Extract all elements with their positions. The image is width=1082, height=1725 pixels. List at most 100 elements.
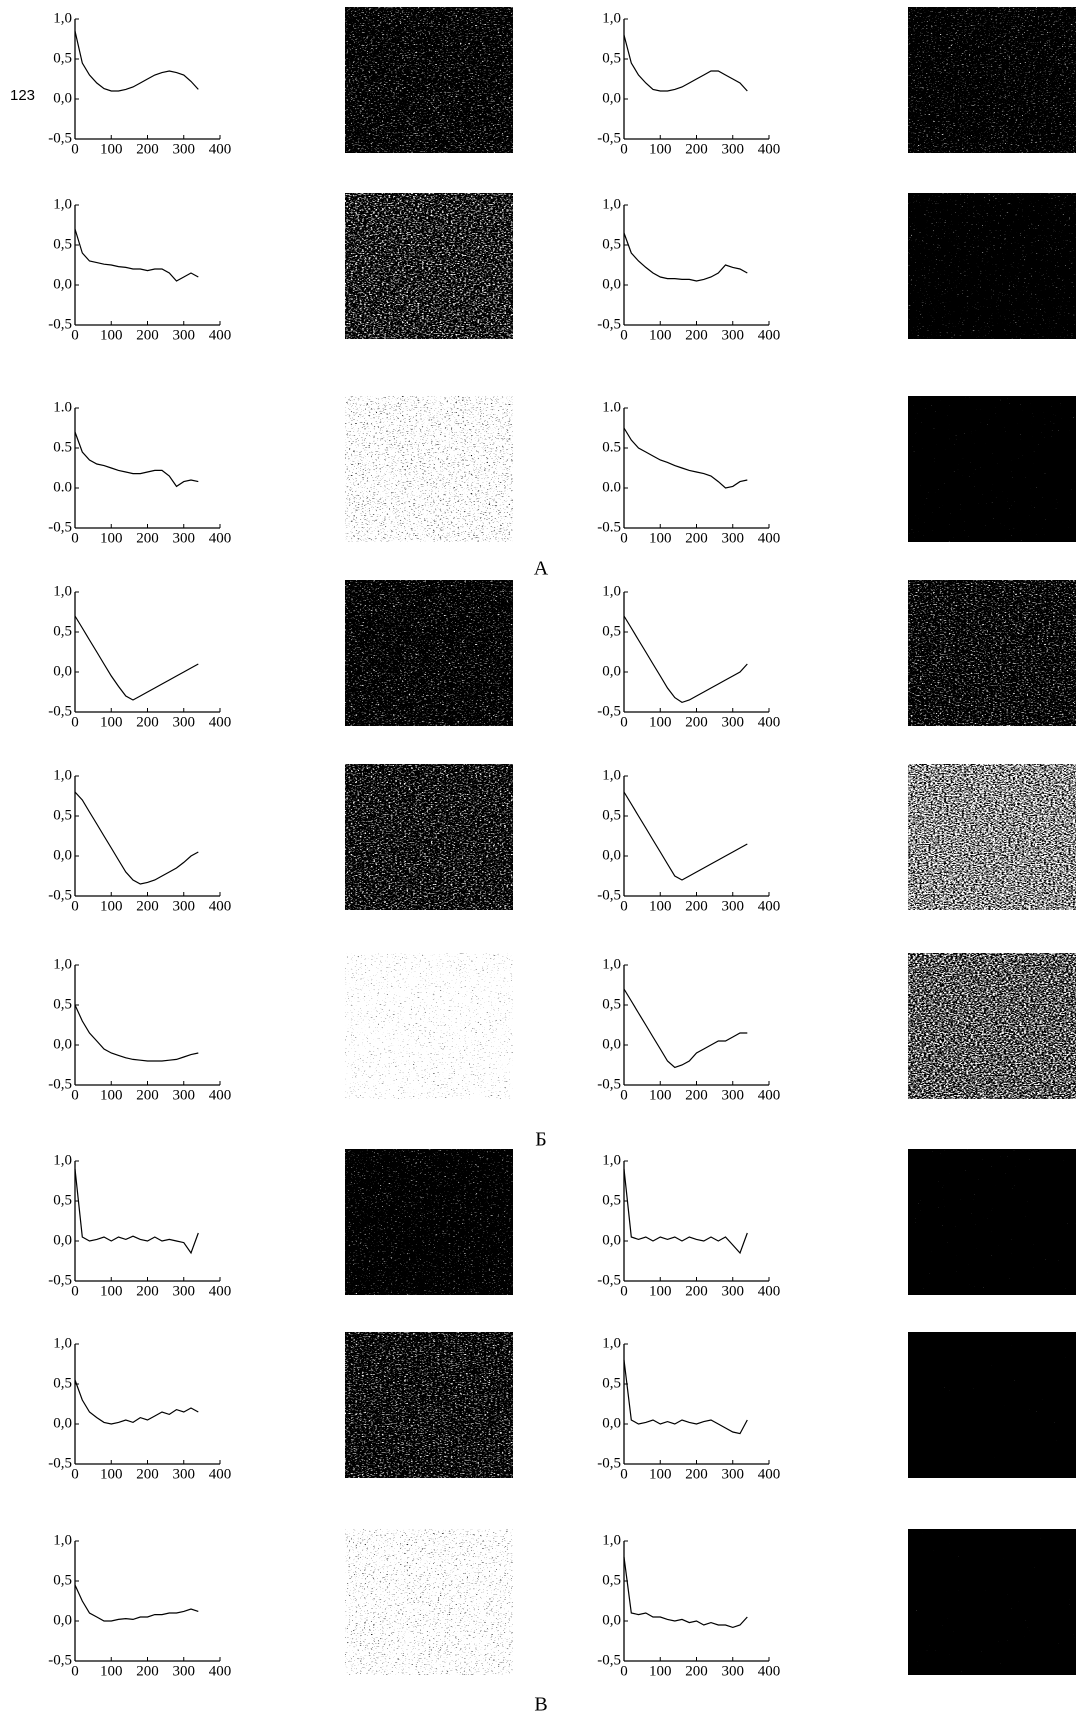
y-tick-label: -0,5 — [48, 519, 72, 535]
y-tick-label: -0,5 — [597, 1076, 621, 1092]
y-tick-label: 0.5 — [53, 439, 72, 455]
texture-highlight — [908, 764, 1076, 910]
y-tick-label: 1,0 — [53, 1152, 72, 1168]
y-tick-label: 0,0 — [53, 1612, 72, 1628]
x-tick-label: 300 — [722, 530, 745, 546]
y-tick-label: 0,0 — [602, 276, 621, 292]
x-tick-label: 200 — [685, 1663, 708, 1679]
y-tick-label: 0,5 — [602, 807, 621, 823]
data-line — [74, 791, 199, 885]
data-line — [623, 34, 748, 92]
x-tick-label: 200 — [136, 1283, 159, 1299]
y-tick-label: 0,0 — [53, 1232, 72, 1248]
y-tick-label: -0,5 — [597, 887, 621, 903]
x-tick-label: 0 — [71, 1466, 79, 1482]
x-tick-label: 200 — [136, 327, 159, 343]
y-tick-label: 1,0 — [53, 196, 72, 212]
x-tick-label: 400 — [758, 1466, 781, 1482]
texture-highlight — [345, 764, 513, 910]
x-tick-label: 400 — [758, 1283, 781, 1299]
y-tick-label: 0,5 — [53, 996, 72, 1012]
x-tick-label: 200 — [685, 141, 708, 157]
x-tick-label: 200 — [685, 530, 708, 546]
y-tick-label: 0,5 — [602, 623, 621, 639]
x-tick-label: 300 — [173, 1283, 196, 1299]
x-tick-label: 0 — [71, 898, 79, 914]
y-tick-label: 0,0 — [53, 276, 72, 292]
y-tick-label: 1,0 — [602, 10, 621, 26]
data-line — [74, 1004, 199, 1062]
y-tick-label: 1,0 — [602, 196, 621, 212]
x-tick-label: 300 — [722, 327, 745, 343]
y-tick-label: -0,5 — [597, 1652, 621, 1668]
x-tick-label: 300 — [722, 898, 745, 914]
data-line — [74, 1379, 199, 1425]
x-tick-label: 400 — [758, 1087, 781, 1103]
x-tick-label: 100 — [649, 141, 672, 157]
x-tick-label: 0 — [620, 1663, 628, 1679]
y-tick-label: -0,5 — [597, 1455, 621, 1471]
x-tick-label: 400 — [758, 898, 781, 914]
section-label: А — [534, 558, 549, 580]
x-tick-label: 100 — [649, 1283, 672, 1299]
y-tick-label: -0,5 — [48, 1076, 72, 1092]
y-tick-label: -0,5 — [597, 1272, 621, 1288]
data-line — [623, 1556, 748, 1629]
x-tick-label: 100 — [649, 327, 672, 343]
x-tick-label: 200 — [136, 714, 159, 730]
x-tick-label: 0 — [620, 1466, 628, 1482]
texture-highlight — [908, 1149, 1076, 1295]
y-tick-label: 0,0 — [602, 90, 621, 106]
y-tick-label: -0,5 — [48, 316, 72, 332]
x-tick-label: 0 — [71, 530, 79, 546]
x-tick-label: 200 — [136, 141, 159, 157]
x-tick-label: 0 — [620, 1283, 628, 1299]
y-tick-label: -0,5 — [48, 1272, 72, 1288]
y-tick-label: -0,5 — [48, 1455, 72, 1471]
texture-highlight — [345, 396, 513, 542]
texture-highlight — [908, 1332, 1076, 1478]
texture-highlight — [345, 580, 513, 726]
y-tick-label: 0,5 — [53, 623, 72, 639]
y-tick-label: 1,0 — [53, 956, 72, 972]
x-tick-label: 100 — [100, 141, 123, 157]
x-tick-label: 200 — [685, 327, 708, 343]
x-tick-label: 100 — [100, 714, 123, 730]
x-tick-label: 200 — [136, 530, 159, 546]
data-line — [623, 232, 748, 282]
y-tick-label: 0,5 — [602, 1192, 621, 1208]
y-tick-label: 1,0 — [53, 583, 72, 599]
x-tick-label: 200 — [685, 1087, 708, 1103]
data-line — [74, 1584, 199, 1622]
y-tick-label: 0,5 — [53, 1572, 72, 1588]
x-tick-label: 300 — [173, 714, 196, 730]
x-tick-label: 0 — [620, 327, 628, 343]
data-line — [623, 988, 748, 1069]
y-tick-label: 0,0 — [602, 1232, 621, 1248]
texture-highlight — [908, 580, 1076, 726]
y-tick-label: 1,0 — [602, 956, 621, 972]
x-tick-label: 300 — [722, 1466, 745, 1482]
y-tick-label: -0,5 — [597, 703, 621, 719]
x-tick-label: 200 — [136, 1087, 159, 1103]
texture-highlight — [345, 7, 513, 153]
x-tick-label: 400 — [758, 327, 781, 343]
x-tick-label: 0 — [620, 714, 628, 730]
y-tick-label: 0,5 — [53, 50, 72, 66]
page-number: 123 — [10, 87, 35, 104]
x-tick-label: 100 — [100, 1087, 123, 1103]
y-tick-label: 0,0 — [53, 1415, 72, 1431]
y-tick-label: 1,0 — [602, 767, 621, 783]
x-tick-label: 300 — [722, 141, 745, 157]
y-tick-label: 0,5 — [602, 236, 621, 252]
y-tick-label: 0,5 — [53, 1375, 72, 1391]
x-tick-label: 400 — [209, 530, 232, 546]
y-tick-label: 1,0 — [602, 1152, 621, 1168]
x-tick-label: 300 — [722, 714, 745, 730]
x-tick-label: 300 — [173, 530, 196, 546]
x-tick-label: 400 — [209, 141, 232, 157]
x-tick-label: 400 — [209, 1283, 232, 1299]
y-tick-label: 1,0 — [602, 583, 621, 599]
x-tick-label: 100 — [649, 898, 672, 914]
